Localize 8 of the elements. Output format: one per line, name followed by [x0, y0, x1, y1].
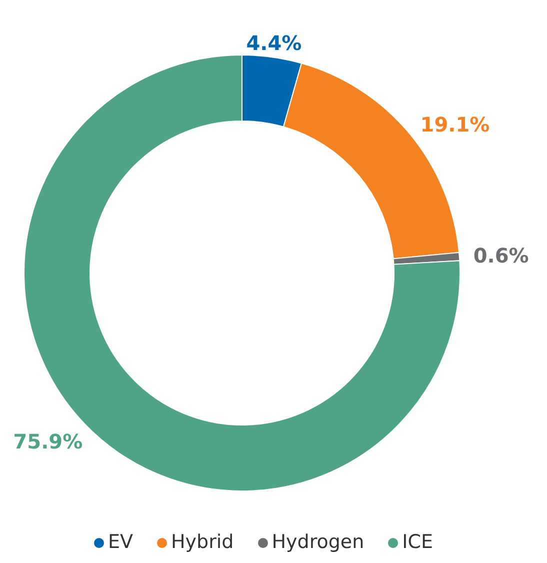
legend-label: Hybrid	[170, 531, 234, 553]
data-label: 75.9%	[13, 430, 83, 454]
data-label: 0.6%	[473, 244, 529, 268]
data-label: 4.4%	[246, 31, 302, 56]
legend-label: Hydrogen	[272, 531, 364, 553]
legend-label: EV	[108, 531, 133, 553]
data-label: 19.1%	[420, 112, 490, 137]
legend-label: ICE	[402, 531, 434, 553]
